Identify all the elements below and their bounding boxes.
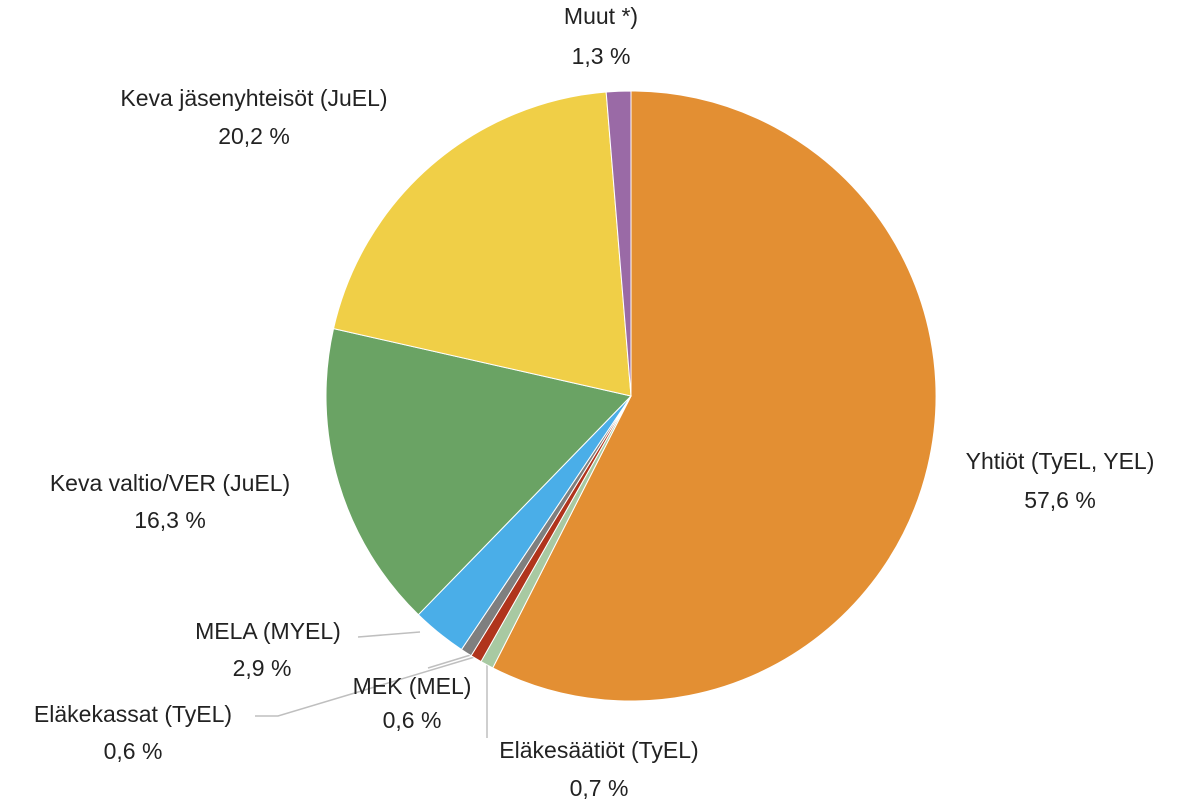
value-label: 0,6 %: [383, 707, 442, 733]
slice-label: Keva valtio/VER (JuEL): [50, 470, 290, 496]
pie-slice: [325, 328, 632, 616]
slice-label: MEK (MEL): [353, 673, 472, 699]
slice-label: Muut *): [564, 3, 638, 29]
value-label: 20,2 %: [218, 123, 290, 149]
value-label: 2,9 %: [233, 655, 292, 681]
pie-slice: [332, 91, 632, 397]
pie-slice: [605, 90, 632, 397]
value-label: 1,3 %: [572, 43, 631, 69]
value-label: 57,6 %: [1024, 487, 1096, 513]
slice-label: Keva jäsenyhteisöt (JuEL): [120, 85, 387, 111]
leader-line: [357, 631, 421, 638]
slice-label: Yhtiöt (TyEL, YEL): [966, 448, 1155, 474]
slice-label: Eläkekassat (TyEL): [34, 701, 232, 727]
leader-line: [255, 655, 479, 717]
value-label: 16,3 %: [134, 507, 206, 533]
value-label: 0,6 %: [104, 738, 163, 764]
slice-label: Eläkesäätiöt (TyEL): [499, 737, 698, 763]
slice-label: MELA (MYEL): [195, 618, 341, 644]
pie-slice: [492, 90, 937, 702]
value-label: 0,7 %: [570, 775, 629, 801]
